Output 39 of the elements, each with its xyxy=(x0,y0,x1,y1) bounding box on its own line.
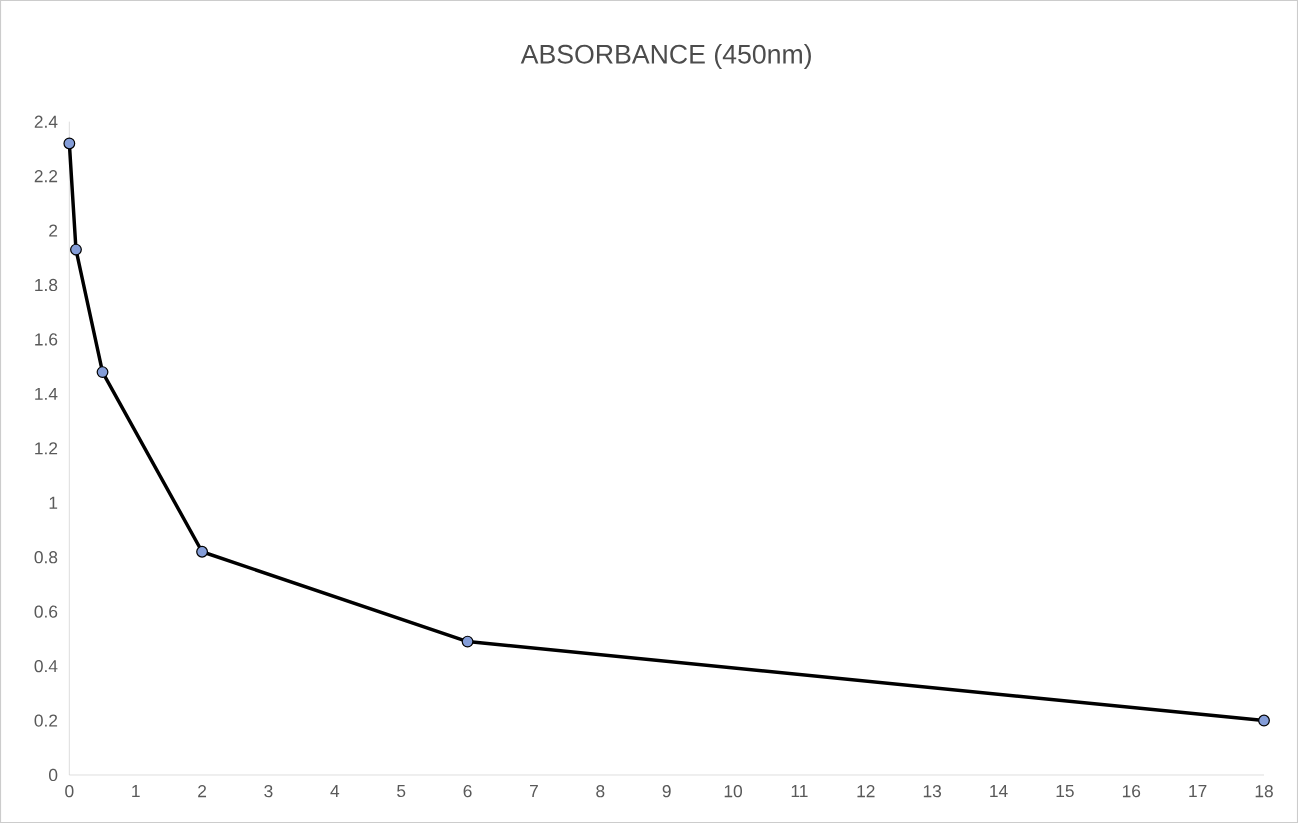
y-tick-label: 2 xyxy=(49,224,58,237)
y-tick-label: 0.4 xyxy=(34,659,58,673)
point xyxy=(196,545,209,558)
y-tick-label: 1.6 xyxy=(35,333,58,346)
point xyxy=(96,366,109,379)
point xyxy=(461,635,474,648)
x-tick-label: 1 xyxy=(132,785,140,797)
point xyxy=(70,243,82,256)
x-tick-label: 8 xyxy=(596,785,605,798)
y-tick-label: 1.8 xyxy=(35,278,58,292)
chart-title: ABSORBANCE (450nm) xyxy=(520,44,811,69)
x-tick-label: 10 xyxy=(724,785,743,798)
y-tick-label: 1 xyxy=(49,496,58,509)
x-tick-label: 0 xyxy=(65,785,74,798)
y-tick-label: 1.2 xyxy=(35,442,58,455)
x-tick-label: 18 xyxy=(1255,785,1273,798)
y-tick-label: 2.4 xyxy=(34,115,58,128)
x-tick-label: 14 xyxy=(990,785,1008,797)
y-tick-label: 2.2 xyxy=(34,170,58,183)
x-tick-label: 7 xyxy=(530,785,538,797)
x-tick-label: 3 xyxy=(264,785,273,798)
x-tick-label: 15 xyxy=(1056,785,1074,798)
x-tick-label: 2 xyxy=(198,785,207,798)
y-tick-label: 0 xyxy=(49,768,58,782)
y-tick-label: 1.4 xyxy=(35,387,58,400)
x-tick-label: 9 xyxy=(662,785,671,798)
y-tick-label: 0.6 xyxy=(34,605,58,618)
y-tick-label: 0.2 xyxy=(34,714,58,727)
x-tick-label: 11 xyxy=(791,785,808,797)
x-tick-label: 6 xyxy=(463,785,472,798)
x-tick-label: 4 xyxy=(330,785,340,797)
x-tick-label: 5 xyxy=(397,785,406,798)
x-tick-label: 16 xyxy=(1122,785,1141,798)
point xyxy=(63,137,76,150)
x-tick-label: 13 xyxy=(923,785,942,798)
y-tick-label: 0.8 xyxy=(34,551,58,564)
point xyxy=(1258,714,1270,727)
x-tick-label: 12 xyxy=(857,785,875,798)
x-tick-label: 17 xyxy=(1189,785,1207,797)
